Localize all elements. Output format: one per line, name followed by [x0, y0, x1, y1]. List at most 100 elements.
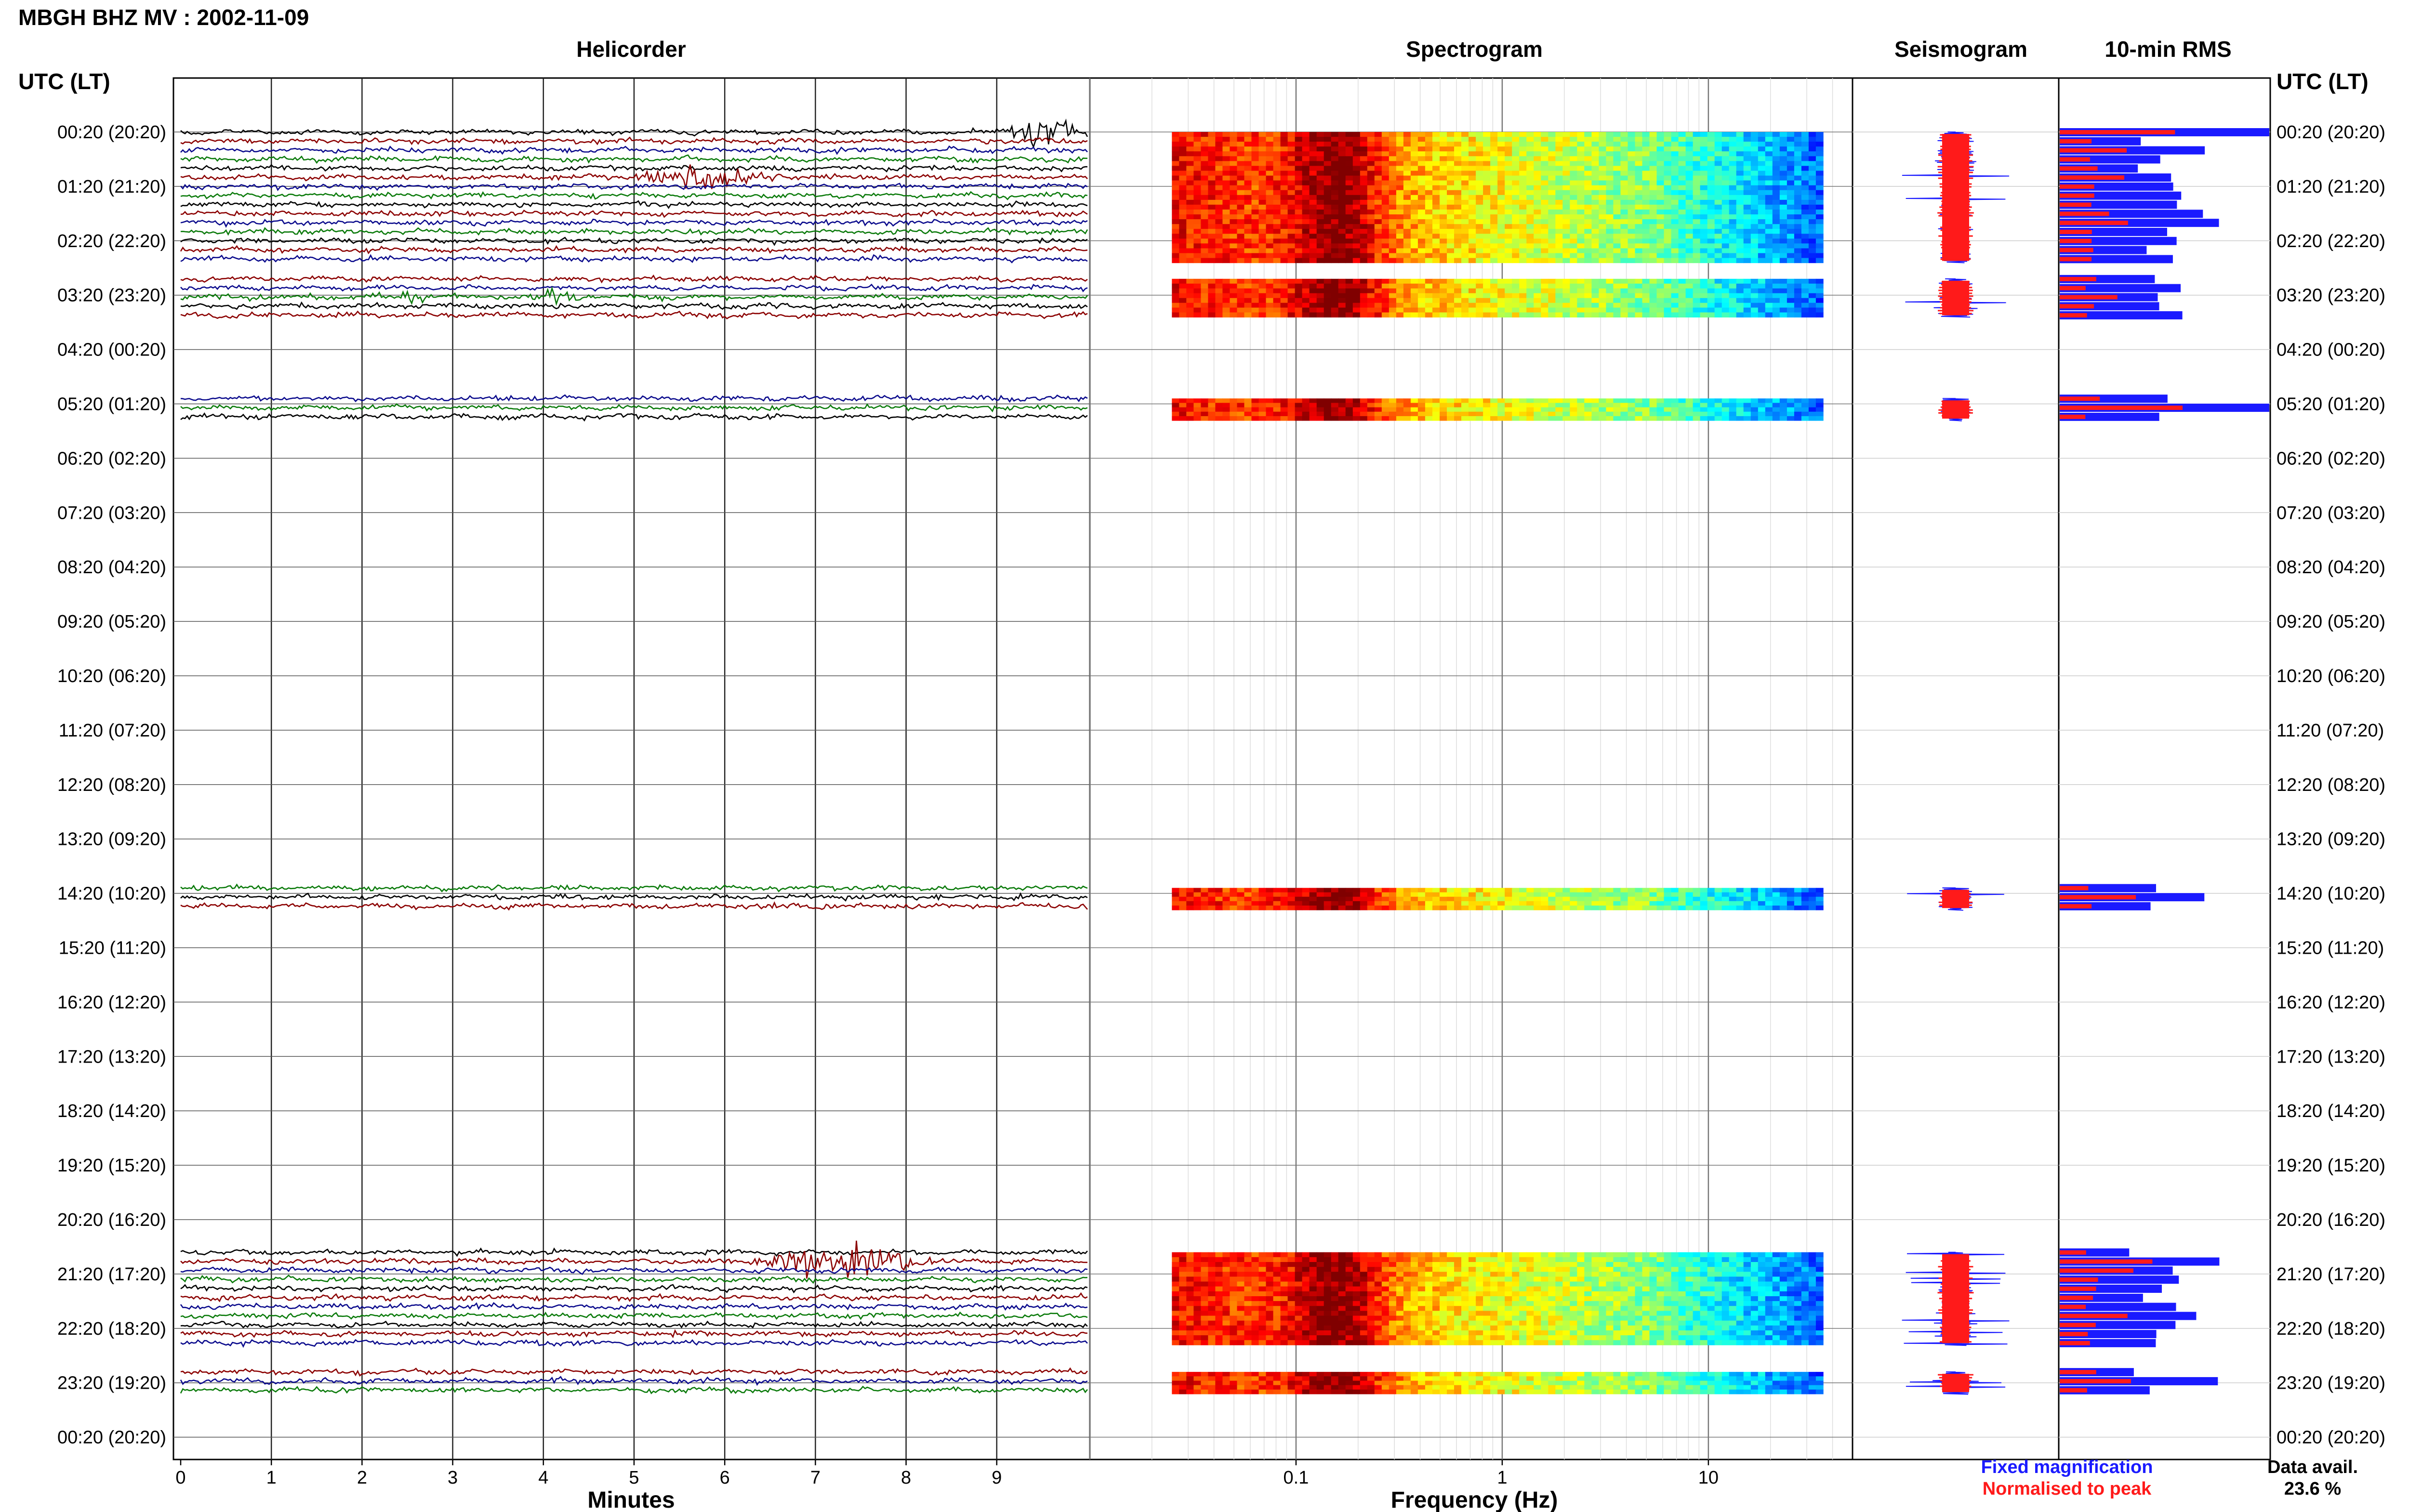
spectrogram-cell	[1808, 398, 1816, 403]
spectrogram-cell	[1273, 278, 1281, 284]
spectrogram-cell	[1172, 238, 1180, 244]
spectrogram-cell	[1287, 298, 1296, 303]
spectrogram-cell	[1403, 219, 1411, 224]
spectrogram-cell	[1417, 278, 1426, 284]
spectrogram-cell	[1765, 253, 1773, 259]
spectrogram-cell	[1454, 238, 1462, 244]
spectrogram-cell	[1230, 1281, 1238, 1287]
spectrogram-cell	[1808, 298, 1816, 303]
spectrogram-cell	[1447, 1257, 1455, 1262]
spectrogram-cell	[1664, 312, 1672, 318]
spectrogram-cell	[1736, 258, 1744, 263]
spectrogram-cell	[1541, 204, 1549, 210]
spectrogram-cell	[1721, 411, 1730, 417]
spectrogram-cell	[1714, 1272, 1722, 1277]
spectrogram-cell	[1555, 195, 1563, 200]
spectrogram-cell	[1410, 166, 1418, 171]
spectrogram-cell	[1700, 1276, 1708, 1282]
spectrogram-cell	[1779, 307, 1787, 313]
spectrogram-cell	[1417, 411, 1426, 417]
spectrogram-cell	[1750, 195, 1759, 200]
spectrogram-cell	[1534, 219, 1541, 224]
spectrogram-cell	[1628, 229, 1636, 234]
spectrogram-cell	[1656, 219, 1665, 224]
spectrogram-cell	[1302, 185, 1310, 191]
spectrogram-cell	[1599, 283, 1607, 289]
spectrogram-cell	[1599, 1257, 1607, 1262]
spectrogram-cell	[1707, 132, 1715, 137]
spectrogram-cell	[1721, 283, 1730, 289]
spectrogram-cell	[1729, 229, 1737, 234]
spectrogram-cell	[1230, 1291, 1238, 1297]
spectrogram-cell	[1179, 298, 1187, 303]
spectrogram-cell	[1555, 283, 1563, 289]
spectrogram-cell	[1664, 224, 1672, 229]
spectrogram-cell	[1671, 312, 1679, 318]
spectrogram-cell	[1606, 1272, 1614, 1277]
spectrogram-cell	[1461, 302, 1469, 308]
spectrogram-cell	[1541, 398, 1549, 403]
spectrogram-cell	[1815, 302, 1824, 308]
spectrogram-cell	[1671, 1262, 1679, 1267]
spectrogram-cell	[1389, 892, 1397, 897]
spectrogram-cell	[1700, 204, 1708, 210]
spectrogram-cell	[1700, 238, 1708, 244]
spectrogram-cell	[1678, 1286, 1686, 1292]
spectrogram-cell	[1729, 1257, 1737, 1262]
spectrogram-cell	[1215, 416, 1223, 421]
spectrogram-cell	[1656, 1286, 1665, 1292]
spectrogram-cell	[1599, 1262, 1607, 1267]
spectrogram-cell	[1584, 210, 1592, 215]
spectrogram-cell	[1179, 248, 1187, 254]
spectrogram-cell	[1534, 278, 1541, 284]
spectrogram-cell	[1584, 1272, 1592, 1277]
spectrogram-cell	[1222, 407, 1231, 412]
spectrogram-cell	[1613, 219, 1621, 224]
spectrogram-cell	[1186, 204, 1194, 210]
spectrogram-cell	[1700, 906, 1708, 910]
spectrogram-cell	[1787, 1257, 1795, 1262]
spectrogram-cell	[1266, 219, 1274, 224]
spectrogram-cell	[1461, 892, 1469, 897]
spectrogram-cell	[1251, 214, 1259, 220]
spectrogram-cell	[1280, 293, 1288, 299]
spectrogram-cell	[1685, 278, 1694, 284]
spectrogram-cell	[1548, 137, 1556, 142]
spectrogram-cell	[1700, 229, 1708, 234]
spectrogram-cell	[1266, 151, 1274, 157]
spectrogram-cell	[1280, 1257, 1288, 1262]
spectrogram-cell	[1454, 151, 1462, 157]
spectrogram-cell	[1693, 1281, 1701, 1287]
spectrogram-cell	[1345, 142, 1353, 147]
spectrogram-cell	[1729, 416, 1737, 421]
spectrogram-cell	[1555, 892, 1563, 897]
spectrogram-cell	[1714, 142, 1722, 147]
spectrogram-cell	[1490, 1286, 1498, 1292]
spectrogram-cell	[1230, 224, 1238, 229]
spectrogram-cell	[1172, 229, 1180, 234]
spectrogram-cell	[1628, 238, 1636, 244]
spectrogram-cell	[1562, 137, 1571, 142]
spectrogram-cell	[1208, 161, 1216, 166]
spectrogram-cell	[1432, 1291, 1440, 1297]
spectrogram-cell	[1794, 204, 1802, 210]
spectrogram-cell	[1721, 1281, 1730, 1287]
spectrogram-cell	[1287, 195, 1296, 200]
spectrogram-cell	[1815, 161, 1824, 166]
spectrogram-cell	[1685, 312, 1694, 318]
spectrogram-cell	[1606, 278, 1614, 284]
spectrogram-cell	[1570, 180, 1578, 186]
spectrogram-cell	[1519, 234, 1527, 239]
spectrogram-cell	[1707, 142, 1715, 147]
spectrogram-cell	[1591, 214, 1600, 220]
spectrogram-cell	[1425, 283, 1433, 289]
spectrogram-cell	[1505, 302, 1512, 308]
spectrogram-cell	[1237, 1281, 1245, 1287]
spectrogram-cell	[1302, 243, 1310, 249]
spectrogram-cell	[1295, 204, 1303, 210]
spectrogram-cell	[1664, 307, 1672, 313]
spectrogram-cell	[1772, 171, 1780, 176]
spectrogram-cell	[1815, 896, 1824, 902]
spectrogram-cell	[1316, 234, 1324, 239]
spectrogram-cell	[1714, 901, 1722, 906]
